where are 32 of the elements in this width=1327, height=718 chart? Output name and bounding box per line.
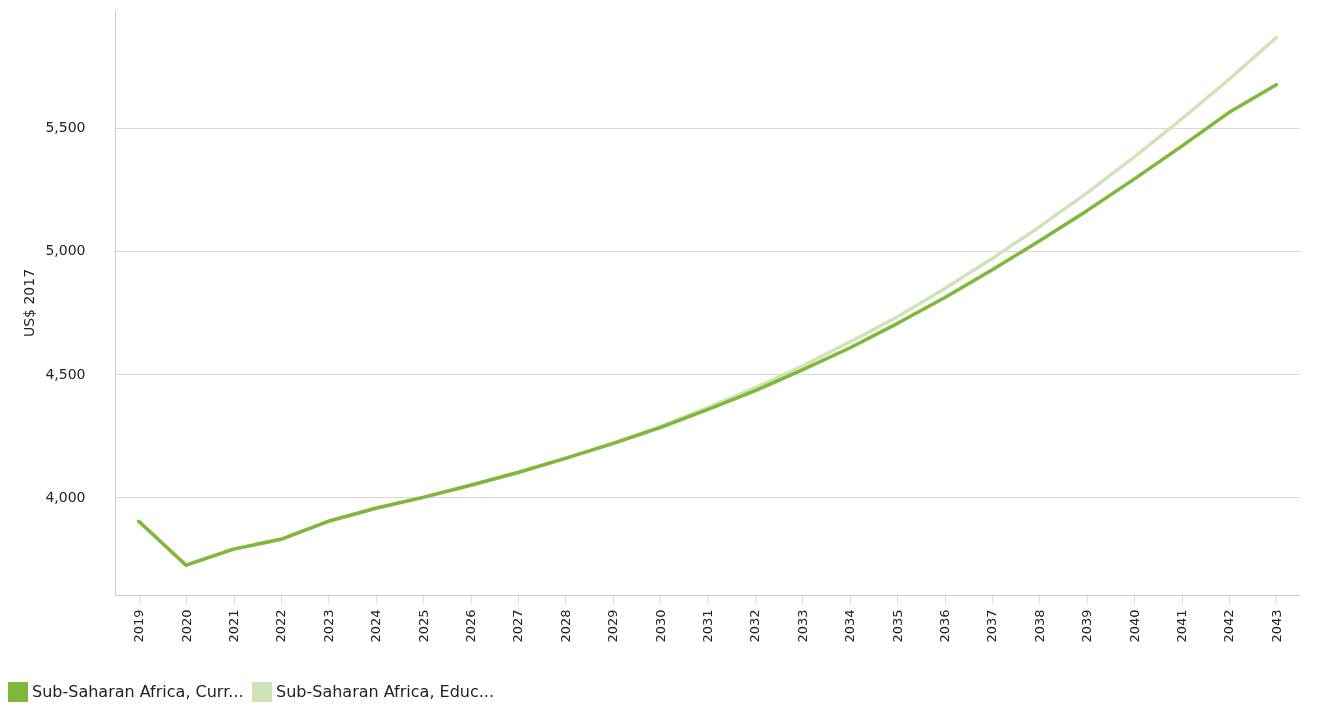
- x-tick-label: 2027: [510, 609, 526, 643]
- y-axis-title: US$ 2017: [21, 268, 38, 338]
- x-tick-label: 2032: [747, 609, 763, 643]
- x-tick-label: 2035: [889, 609, 905, 643]
- x-tick-label: 2029: [605, 609, 621, 643]
- x-tick-label: 2024: [368, 609, 384, 643]
- x-tick-label: 2034: [842, 609, 858, 643]
- y-tick-label: 4,500: [45, 365, 86, 382]
- x-tick-label: 2039: [1079, 609, 1095, 643]
- x-tick-label: 2033: [794, 609, 810, 643]
- legend-label: Sub-Saharan Africa, Curr...: [32, 682, 244, 701]
- x-tick-label: 2041: [1174, 609, 1189, 643]
- x-tick-label: 2023: [320, 609, 336, 643]
- x-tick-label: 2031: [700, 609, 715, 643]
- x-tick-label: 2040: [1126, 609, 1142, 643]
- y-tick-label: 4,000: [45, 488, 86, 505]
- x-tick-label: 2021: [226, 609, 241, 643]
- legend-label: Sub-Saharan Africa, Educ...: [276, 682, 495, 701]
- x-tick-label: 2025: [415, 609, 431, 643]
- x-tick-label: 2028: [557, 609, 573, 643]
- x-tick-label: 2026: [463, 609, 478, 643]
- x-tick-label: 2043: [1268, 609, 1284, 643]
- y-tick-label: 5,500: [45, 119, 86, 136]
- x-tick-label: 2037: [984, 609, 1000, 643]
- x-tick-label: 2042: [1221, 609, 1237, 643]
- x-tick-label: 2030: [652, 609, 668, 643]
- x-tick-label: 2022: [273, 609, 289, 643]
- x-tick-label: 2038: [1031, 609, 1047, 643]
- y-tick-label: 5,000: [45, 242, 86, 259]
- x-tick-label: 2036: [937, 609, 952, 643]
- x-tick-label: 2019: [131, 609, 147, 643]
- x-tick-label: 2020: [178, 609, 194, 643]
